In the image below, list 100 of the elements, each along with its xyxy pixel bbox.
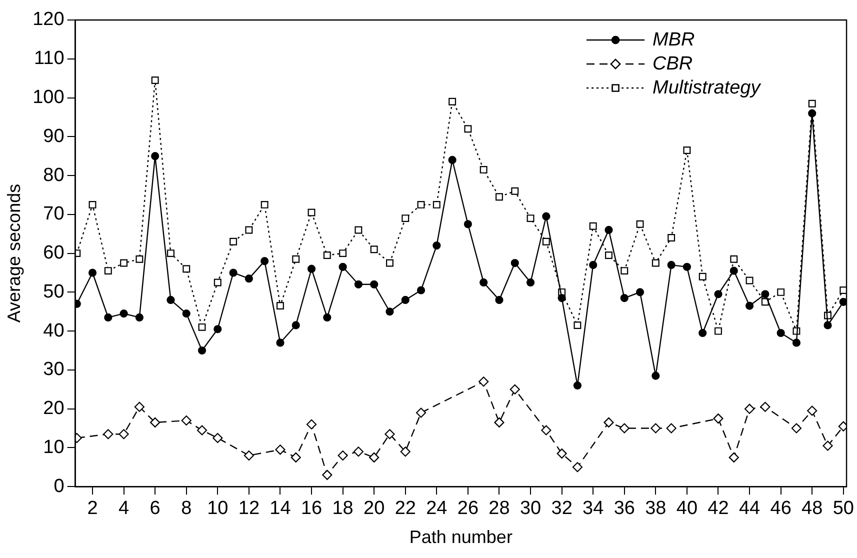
- y-tick-label: 70: [43, 204, 64, 225]
- point: [713, 414, 724, 424]
- x-tick-label: 4: [118, 498, 130, 520]
- point: [307, 264, 316, 273]
- point: [668, 234, 676, 242]
- point: [511, 187, 519, 195]
- x-tick-label: 40: [676, 498, 698, 520]
- y-tick-label: 0: [54, 476, 64, 497]
- point: [619, 423, 630, 434]
- point: [323, 252, 331, 259]
- point: [136, 255, 144, 263]
- point: [181, 415, 192, 426]
- point: [839, 298, 847, 306]
- point: [526, 214, 534, 222]
- y-tick-label: 80: [43, 164, 64, 186]
- point: [212, 432, 223, 444]
- point: [198, 346, 206, 355]
- point: [745, 302, 754, 310]
- y-tick-label: 100: [32, 87, 64, 108]
- point: [541, 425, 552, 436]
- point: [838, 421, 847, 432]
- x-tick-label: 30: [520, 498, 542, 520]
- point: [666, 423, 676, 434]
- y-tick-label: 60: [43, 242, 64, 264]
- x-tick-label: 36: [614, 498, 635, 520]
- point: [574, 322, 582, 329]
- point: [196, 425, 208, 436]
- point: [589, 260, 598, 270]
- point: [120, 259, 128, 267]
- point: [495, 296, 504, 304]
- point: [292, 321, 300, 330]
- point: [353, 446, 364, 457]
- point: [448, 156, 456, 164]
- point: [510, 384, 520, 394]
- point: [605, 252, 612, 259]
- legend-label: MBR: [652, 29, 696, 50]
- point: [542, 212, 550, 220]
- x-tick-label: 48: [802, 498, 823, 520]
- point: [526, 278, 535, 287]
- x-tick-label: 16: [300, 498, 322, 520]
- point: [245, 226, 253, 234]
- x-tick-label: 24: [426, 498, 448, 520]
- point: [386, 308, 394, 316]
- x-tick-label: 28: [488, 498, 510, 520]
- point: [728, 452, 739, 462]
- point: [370, 280, 378, 288]
- point: [290, 452, 301, 462]
- point: [276, 338, 284, 347]
- point: [760, 402, 770, 412]
- y-tick-label: 120: [32, 9, 64, 30]
- point: [416, 408, 426, 418]
- point: [230, 238, 238, 246]
- x-tick-label: 14: [270, 498, 292, 520]
- point: [308, 208, 316, 216]
- point: [636, 288, 644, 296]
- point: [478, 376, 489, 387]
- point: [698, 272, 706, 280]
- x-axis-title: Path number: [409, 527, 512, 548]
- y-tick-label: 90: [43, 126, 64, 147]
- point: [401, 296, 410, 304]
- y-tick-label: 110: [34, 48, 64, 70]
- point: [244, 450, 254, 461]
- point: [306, 419, 317, 430]
- point: [650, 423, 661, 434]
- point: [88, 200, 96, 208]
- point: [386, 259, 394, 267]
- point: [432, 241, 441, 250]
- x-tick-label: 42: [708, 498, 729, 520]
- point: [604, 226, 613, 234]
- point: [572, 462, 583, 472]
- x-tick-label: 20: [364, 498, 385, 520]
- point: [714, 290, 722, 298]
- point: [369, 452, 380, 462]
- point: [620, 267, 628, 275]
- point: [260, 200, 268, 208]
- point: [448, 98, 456, 106]
- point: [244, 274, 253, 283]
- point: [683, 146, 691, 154]
- y-axis-title: Average seconds: [4, 184, 24, 323]
- point: [214, 325, 222, 334]
- point: [151, 76, 159, 84]
- point: [338, 262, 347, 271]
- point: [667, 260, 676, 270]
- x-tick-label: 22: [394, 498, 416, 520]
- point: [150, 417, 160, 428]
- y-tick-label: 10: [43, 436, 64, 458]
- point: [416, 286, 426, 294]
- point: [182, 265, 190, 273]
- point: [88, 268, 97, 277]
- point: [276, 302, 284, 310]
- x-tick-label: 44: [738, 498, 761, 520]
- point: [840, 286, 847, 294]
- point: [432, 200, 440, 208]
- point: [682, 262, 692, 271]
- point: [260, 257, 269, 266]
- x-tick-label: 10: [207, 498, 228, 520]
- x-tick-label: 38: [645, 498, 666, 520]
- point: [604, 417, 614, 428]
- point: [135, 313, 144, 322]
- point: [339, 250, 347, 258]
